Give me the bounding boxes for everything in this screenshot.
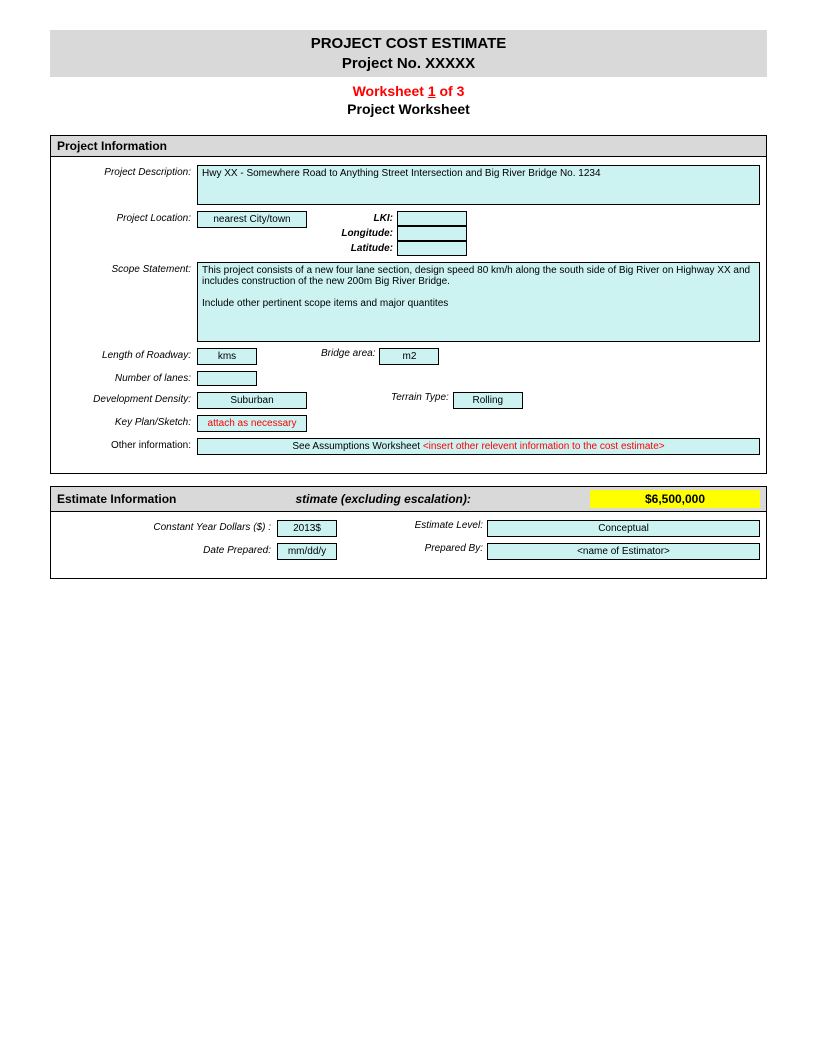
label-latitude: Latitude:	[327, 243, 397, 254]
project-info-header: Project Information	[51, 136, 766, 157]
field-longitude[interactable]	[397, 226, 467, 241]
label-terrain: Terrain Type:	[387, 392, 453, 403]
field-location[interactable]: nearest City/town	[197, 211, 307, 228]
project-info-section: Project Information Project Description:…	[50, 135, 767, 474]
label-lanes: Number of lanes:	[57, 371, 197, 384]
field-latitude[interactable]	[397, 241, 467, 256]
field-prepared-by[interactable]: <name of Estimator>	[487, 543, 760, 560]
label-keyplan: Key Plan/Sketch:	[57, 415, 197, 428]
estimate-info-header: Estimate Information stimate (excluding …	[51, 487, 766, 512]
field-estimate-level[interactable]: Conceptual	[487, 520, 760, 537]
field-date-prepared[interactable]: mm/dd/y	[277, 543, 337, 560]
estimate-header-mid: stimate (excluding escalation):	[176, 492, 590, 506]
label-density: Development Density:	[57, 392, 197, 405]
title-line2: Project No. XXXXX	[50, 54, 767, 74]
page-subtitle: Project Worksheet	[50, 101, 767, 117]
field-keyplan[interactable]: attach as necessary	[197, 415, 307, 432]
field-lki[interactable]	[397, 211, 467, 226]
title-line1: PROJECT COST ESTIMATE	[50, 34, 767, 54]
label-constant-year: Constant Year Dollars ($) :	[57, 520, 277, 533]
worksheet-number: Worksheet 1 of 3	[50, 83, 767, 99]
label-scope: Scope Statement:	[57, 262, 197, 275]
field-lanes[interactable]	[197, 371, 257, 386]
estimate-info-section: Estimate Information stimate (excluding …	[50, 486, 767, 579]
field-length[interactable]: kms	[197, 348, 257, 365]
label-date-prepared: Date Prepared:	[57, 543, 277, 556]
label-prepared-by: Prepared By:	[397, 543, 487, 554]
label-length: Length of Roadway:	[57, 348, 197, 361]
title-banner: PROJECT COST ESTIMATE Project No. XXXXX	[50, 30, 767, 77]
estimate-total: $6,500,000	[590, 490, 760, 508]
project-info-title: Project Information	[57, 139, 167, 153]
field-scope[interactable]: This project consists of a new four lane…	[197, 262, 760, 342]
label-bridge-area: Bridge area:	[317, 348, 379, 359]
label-estimate-level: Estimate Level:	[397, 520, 487, 531]
field-bridge-area[interactable]: m2	[379, 348, 439, 365]
label-description: Project Description:	[57, 165, 197, 178]
field-density[interactable]: Suburban	[197, 392, 307, 409]
field-terrain[interactable]: Rolling	[453, 392, 523, 409]
label-other: Other information:	[57, 438, 197, 451]
label-longitude: Longitude:	[327, 228, 397, 239]
field-description[interactable]: Hwy XX - Somewhere Road to Anything Stre…	[197, 165, 760, 205]
field-constant-year[interactable]: 2013$	[277, 520, 337, 537]
field-other-info[interactable]: See Assumptions Worksheet <insert other …	[197, 438, 760, 455]
label-location: Project Location:	[57, 211, 197, 224]
label-lki: LKI:	[327, 213, 397, 224]
estimate-info-title: Estimate Information	[57, 492, 176, 506]
